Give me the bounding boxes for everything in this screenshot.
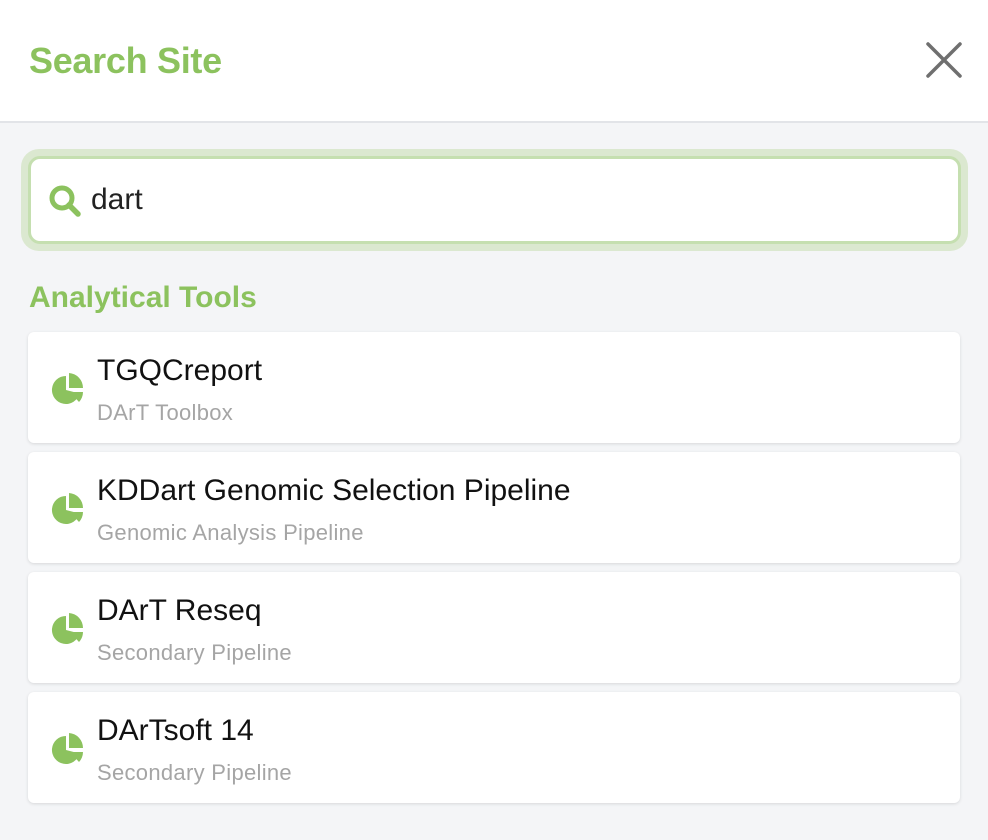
result-category: Secondary Pipeline bbox=[97, 760, 292, 785]
search-box bbox=[21, 149, 968, 251]
pie-chart-icon bbox=[51, 733, 84, 764]
result-category: Secondary Pipeline bbox=[97, 640, 292, 665]
result-name: DArT Reseq bbox=[97, 594, 262, 627]
pie-chart-icon bbox=[51, 613, 84, 644]
result-item[interactable]: DArTsoft 14 Secondary Pipeline bbox=[28, 692, 960, 803]
result-name: KDDart Genomic Selection Pipeline bbox=[97, 474, 571, 507]
result-item[interactable]: DArT Reseq Secondary Pipeline bbox=[28, 572, 960, 683]
pie-chart-icon bbox=[51, 493, 84, 524]
close-icon bbox=[926, 42, 962, 78]
pie-chart-icon bbox=[51, 373, 84, 404]
result-category: DArT Toolbox bbox=[97, 400, 234, 425]
modal-title: Search Site bbox=[29, 40, 222, 81]
results-list: TGQCreport DArT Toolbox KDDart Genomic S… bbox=[28, 332, 960, 812]
close-button[interactable] bbox=[922, 38, 966, 82]
result-name: TGQCreport bbox=[97, 354, 263, 387]
result-item[interactable]: TGQCreport DArT Toolbox bbox=[28, 332, 960, 443]
modal-header: Search Site bbox=[0, 0, 988, 123]
result-item[interactable]: KDDart Genomic Selection Pipeline Genomi… bbox=[28, 452, 960, 563]
search-input[interactable] bbox=[91, 177, 911, 223]
result-name: DArTsoft 14 bbox=[97, 714, 254, 747]
search-field[interactable] bbox=[28, 156, 961, 244]
section-title: Analytical Tools bbox=[29, 281, 257, 314]
result-category: Genomic Analysis Pipeline bbox=[97, 520, 364, 545]
search-icon bbox=[49, 185, 81, 217]
